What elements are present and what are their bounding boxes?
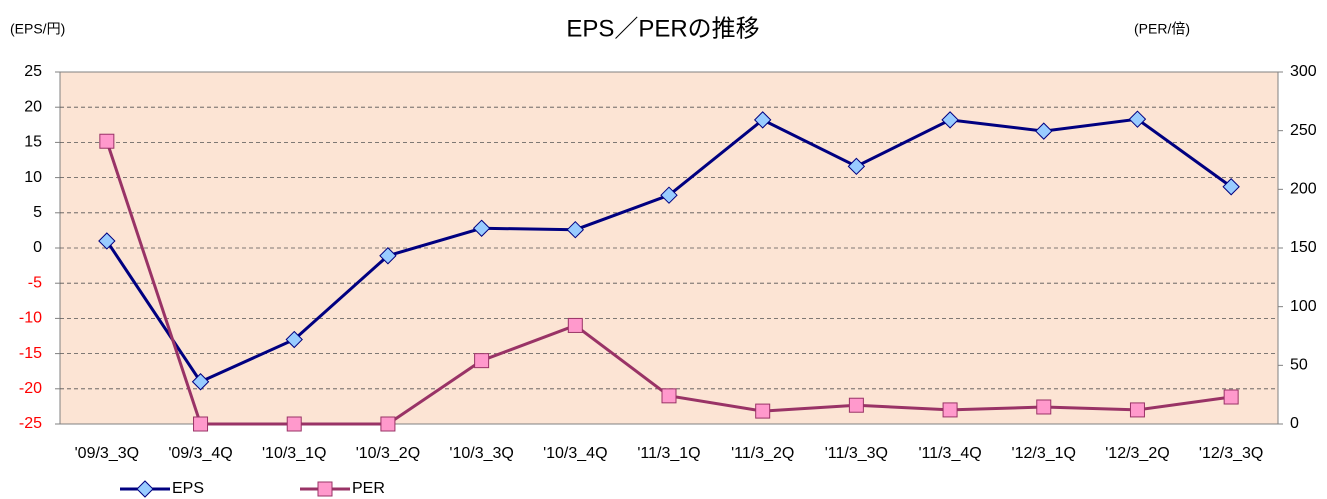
x-tick-label: '11/3_4Q (918, 445, 981, 462)
data-point (753, 111, 772, 129)
x-tick-label: '10/3_4Q (543, 445, 607, 462)
data-point (567, 317, 583, 333)
y2-axis-label: (PER/倍) (1134, 21, 1190, 37)
y-tick-label: 0 (33, 239, 42, 256)
y-axis-label: (EPS/円) (10, 21, 65, 37)
data-point (474, 353, 490, 369)
data-point (1128, 110, 1147, 128)
data-point (847, 157, 866, 176)
x-tick-label: '12/3_1Q (1012, 445, 1076, 462)
data-point (941, 111, 959, 129)
x-tick-label: '12/3_2Q (1105, 445, 1169, 462)
x-tick-label: '10/3_3Q (449, 445, 513, 462)
y2-tick-label: 0 (1290, 415, 1299, 432)
y-tick-label: -15 (19, 345, 42, 362)
data-point (285, 330, 303, 349)
data-point (99, 133, 115, 149)
data-point (661, 388, 677, 404)
chart-title: EPS／PERの推移 (566, 15, 759, 42)
y2-tick-label: 200 (1290, 181, 1317, 198)
legend-marker (136, 480, 154, 498)
data-point (848, 397, 864, 413)
data-point (379, 247, 397, 265)
x-tick-label: '11/3_1Q (637, 445, 700, 462)
y-tick-label: 15 (24, 134, 42, 151)
data-point (942, 402, 958, 418)
x-tick-label: '11/3_2Q (731, 445, 794, 462)
data-point (193, 416, 209, 432)
legend-marker (317, 481, 333, 497)
data-point (472, 219, 491, 237)
y2-tick-label: 50 (1290, 357, 1308, 374)
y-tick-label: 25 (24, 63, 42, 80)
x-tick-label: '10/3_2Q (356, 445, 420, 462)
data-point (566, 220, 585, 239)
data-point (191, 373, 210, 391)
data-point (1035, 122, 1053, 140)
x-tick-label: '10/3_1Q (262, 445, 326, 462)
y2-tick-label: 250 (1290, 122, 1317, 139)
x-tick-label: '09/3_3Q (75, 445, 139, 462)
x-tick-label: '12/3_3Q (1199, 445, 1263, 462)
data-point (98, 232, 116, 250)
y2-tick-label: 150 (1290, 239, 1317, 256)
y-tick-label: -25 (19, 415, 42, 432)
y2-tick-label: 300 (1290, 63, 1317, 80)
x-tick-label: '09/3_4Q (168, 445, 232, 462)
y-tick-label: 10 (24, 169, 42, 186)
data-point (1223, 389, 1239, 405)
x-tick-label: '11/3_3Q (825, 445, 888, 462)
y-tick-label: -20 (19, 380, 42, 397)
y2-tick-label: 100 (1290, 298, 1317, 315)
y-tick-label: 20 (24, 98, 42, 115)
data-point (755, 403, 771, 419)
data-point (380, 416, 396, 432)
y-tick-label: -10 (19, 310, 42, 327)
data-point (1036, 399, 1052, 415)
legend-label: PER (352, 480, 385, 497)
legend-label: EPS (172, 480, 204, 497)
data-point (286, 416, 302, 432)
data-point (660, 186, 678, 204)
data-point (1129, 402, 1145, 418)
y-tick-label: 5 (33, 204, 42, 221)
y-tick-label: -5 (28, 274, 42, 291)
data-point (1222, 178, 1240, 196)
